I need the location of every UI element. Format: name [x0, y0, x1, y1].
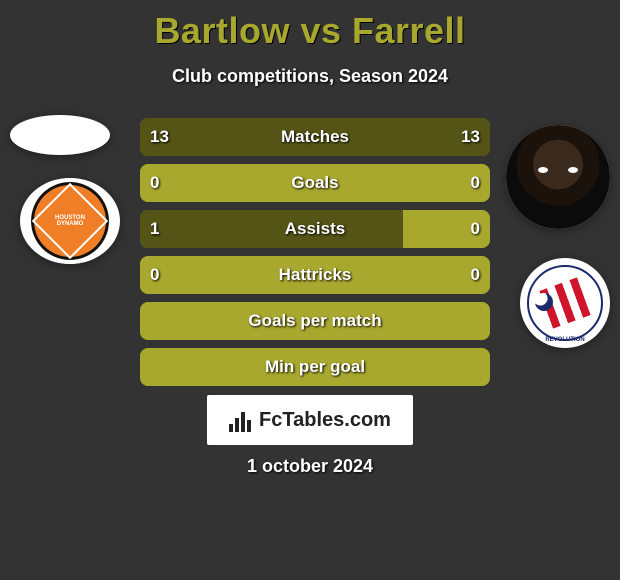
stats-bars: Matches1313Goals00Assists10Hattricks00Go…: [140, 118, 490, 394]
page-subtitle: Club competitions, Season 2024: [0, 66, 620, 87]
stat-row: Matches 13 13: [140, 118, 490, 156]
club-left-crest: HOUSTONDYNAMO: [20, 178, 120, 264]
stat-label: Matches: [281, 127, 349, 147]
comparison-card: Bartlow vs Farrell Club competitions, Se…: [0, 0, 620, 580]
stat-label: Goals: [291, 173, 338, 193]
stat-value-right: 13: [461, 127, 480, 147]
footer-date: 1 october 2024: [0, 456, 620, 477]
stat-row: Hattricks 0 0: [140, 256, 490, 294]
page-title: Bartlow vs Farrell: [0, 0, 620, 52]
stat-value-right: 0: [471, 265, 480, 285]
stat-label: Goals per match: [248, 311, 381, 331]
player-right-avatar: [506, 125, 610, 229]
stat-label: Hattricks: [279, 265, 352, 285]
stat-row: Goals 0 0: [140, 164, 490, 202]
stat-fill-left: [140, 210, 403, 248]
stat-value-right: 0: [471, 173, 480, 193]
stat-value-left: 0: [150, 265, 159, 285]
stat-row: Assists 1 0: [140, 210, 490, 248]
stat-row: Goals per match: [140, 302, 490, 340]
stat-label: Min per goal: [265, 357, 365, 377]
stat-value-left: 1: [150, 219, 159, 239]
stat-row: Min per goal: [140, 348, 490, 386]
player-left-avatar: [10, 115, 110, 155]
houston-dynamo-icon: HOUSTONDYNAMO: [25, 178, 115, 264]
new-england-revolution-icon: REVOLUTION: [527, 265, 603, 341]
stat-value-left: 13: [150, 127, 169, 147]
stat-label: Assists: [285, 219, 345, 239]
fctables-icon: [229, 408, 253, 432]
source-text: FcTables.com: [259, 409, 391, 432]
stat-value-right: 0: [471, 219, 480, 239]
club-right-crest: REVOLUTION: [520, 258, 610, 348]
stat-value-left: 0: [150, 173, 159, 193]
source-badge: FcTables.com: [207, 395, 413, 445]
